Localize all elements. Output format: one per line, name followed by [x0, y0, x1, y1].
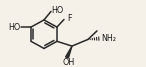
- Text: OH: OH: [63, 58, 75, 67]
- Polygon shape: [66, 46, 72, 58]
- Text: NH₂: NH₂: [101, 34, 117, 43]
- Text: F: F: [67, 14, 72, 23]
- Text: HO: HO: [51, 6, 63, 15]
- Text: HO: HO: [8, 23, 20, 32]
